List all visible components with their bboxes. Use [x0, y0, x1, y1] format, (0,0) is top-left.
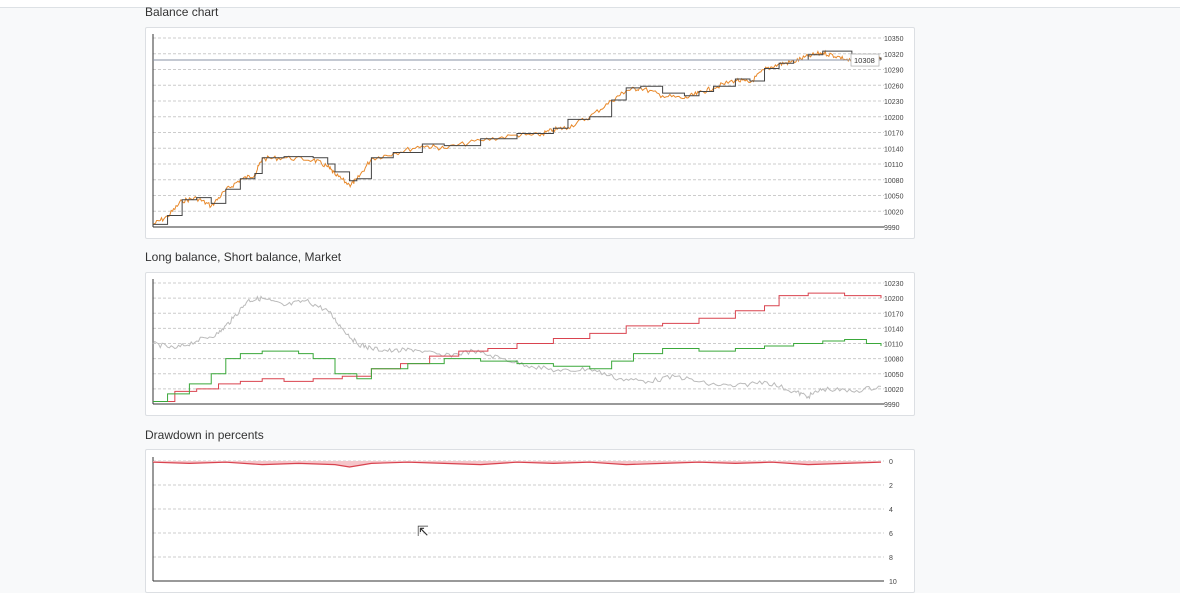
y-tick-label: 10350 — [884, 36, 904, 43]
y-tick-label: 10170 — [884, 311, 904, 318]
y-tick-label: 10050 — [884, 372, 904, 379]
long-short-chart: 9990 10020 10050 10080 10110 10140 10170 10200 1… — [152, 279, 904, 409]
y-tick-label: 4 — [889, 507, 893, 514]
y-tick-label: 9990 — [884, 225, 900, 232]
y-tick-label: 10020 — [884, 387, 904, 394]
long-short-chart-title: Long balance, Short balance, Market — [145, 250, 342, 264]
y-tick-label: 6 — [889, 531, 893, 538]
series-line-2 — [153, 338, 882, 402]
current-value-label: 10308 — [854, 56, 875, 65]
mouse-cursor-icon: ⇱ — [417, 523, 429, 539]
long-short-chart-panel: 9990 10020 10050 10080 10110 10140 10170 10200 1… — [145, 272, 915, 416]
y-tick-label: 10050 — [884, 194, 904, 201]
y-tick-label: 10080 — [884, 357, 904, 364]
y-tick-label: 8 — [889, 555, 893, 562]
drawdown-area — [153, 461, 881, 467]
y-tick-label: 10110 — [884, 342, 903, 349]
y-tick-label: 10200 — [884, 296, 904, 303]
drawdown-chart-panel: 0 2 4 6 8 10 — [145, 449, 915, 593]
current-value-box — [850, 53, 880, 67]
y-tick-label: 10230 — [884, 99, 904, 106]
series-line-1 — [153, 50, 882, 225]
y-tick-label: 10020 — [884, 209, 904, 216]
y-tick-label: 10140 — [884, 326, 904, 333]
y-tick-label: 9990 — [884, 402, 900, 409]
y-tick-label: 10290 — [884, 68, 904, 75]
balance-chart-title: Balance chart — [145, 5, 219, 19]
series-line-0 — [152, 461, 882, 468]
y-tick-label: 10080 — [884, 178, 904, 185]
drawdown-chart: 0 2 4 6 8 10 — [152, 457, 897, 586]
y-tick-label: 0 — [889, 459, 893, 466]
y-tick-label: 10260 — [884, 83, 904, 90]
y-tick-label: 2 — [889, 483, 893, 490]
y-tick-label: 10200 — [884, 115, 904, 122]
y-tick-label: 10 — [889, 579, 897, 586]
y-tick-label: 10140 — [884, 146, 904, 153]
top-bar — [0, 0, 1180, 8]
y-tick-label: 10170 — [884, 131, 904, 138]
series-line-1 — [153, 292, 882, 402]
y-tick-label: 10110 — [884, 162, 903, 169]
balance-chart-panel: 9990 10020 10050 10080 10110 10140 10170 10200 1… — [145, 27, 915, 239]
drawdown-chart-title: Drawdown in percents — [145, 428, 264, 442]
y-tick-label: 10320 — [884, 52, 904, 59]
y-tick-label: 10230 — [884, 281, 904, 288]
balance-chart: 9990 10020 10050 10080 10110 10140 10170 10200 1… — [152, 34, 904, 232]
